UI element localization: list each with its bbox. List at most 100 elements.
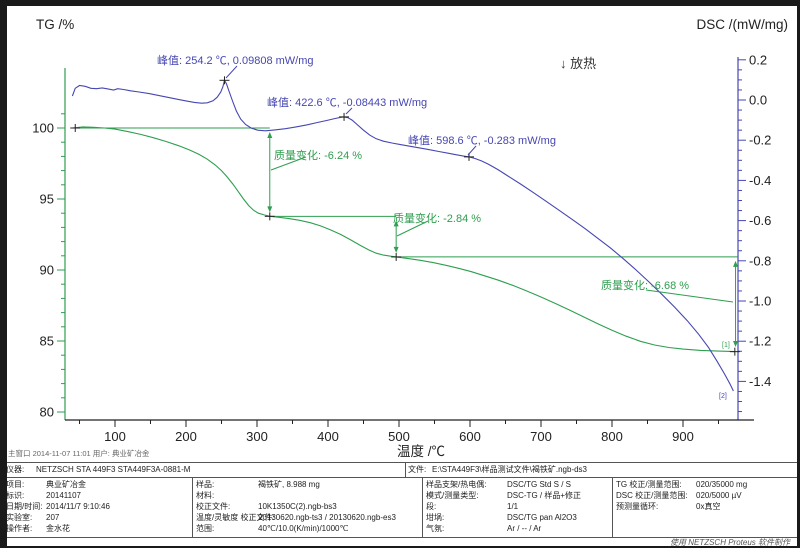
x-tick-label: 200 (175, 429, 197, 444)
x-tick-label: 100 (104, 429, 126, 444)
table-value: 20141107 (46, 491, 81, 500)
table-label: 项目: (6, 480, 25, 489)
table-value: 1/1 (507, 502, 519, 511)
dsc-tick-label: -0.2 (749, 133, 771, 148)
file-value: E:\STA449F3\样品测试文件\褐铁矿.ngb-ds3 (432, 465, 588, 474)
window-border-right (797, 0, 800, 548)
mass2-leader-line (396, 220, 429, 237)
axes-layer: 100 200 300 400 500 600 700 800 900 100 95 90 85 80 0.… (32, 52, 771, 444)
table-value: 020/35000 mg (696, 480, 748, 489)
table-label: 标识: (6, 491, 25, 500)
mass3-leader-line (645, 289, 734, 303)
table-value: DSC/TG pan Al2O3 (507, 513, 577, 522)
mass-arrow-head-up (393, 220, 399, 227)
table-value: Ar / -- / Ar (507, 524, 542, 533)
tg-tick-label: 90 (40, 263, 54, 278)
peak2-annotation: 峰值: 422.6 ℃, -0.08443 mW/mg (267, 96, 427, 109)
x-tick-label: 500 (388, 429, 410, 444)
tg-tick-label: 95 (40, 192, 54, 207)
table-value: 2014/11/7 9:10:46 (46, 502, 110, 511)
table-label: 日期/时间: (6, 502, 43, 511)
dsc-axis-title: DSC /(mW/mg) (697, 17, 789, 32)
x-axis-title: 温度 /℃ (397, 444, 445, 459)
measurement-info-table: 仪器: NETZSCH STA 449F3 STA449F3A-0881-M 文… (2, 462, 798, 538)
file-label: 文件: (408, 465, 427, 474)
table-label: 操作者: (6, 524, 33, 533)
status-line: 主窗口 2014-11-07 11:01 用户: 典业矿冶金 (8, 449, 150, 458)
exo-direction-label: ↓ 放热 (560, 56, 596, 71)
tg-axis-title: TG /% (36, 17, 74, 32)
x-tick-label: 900 (672, 429, 694, 444)
mass-arrow-head-down (733, 340, 739, 347)
table-vdivider-3 (612, 477, 613, 537)
table-value: 典业矿冶金 (46, 480, 86, 489)
table-value: 207 (46, 513, 60, 522)
table-label: 模式/测量类型: (426, 491, 479, 500)
table-label: 样品: (196, 480, 215, 489)
point-markers-layer (70, 76, 740, 356)
mass-arrow-head-down (393, 246, 399, 253)
table-label: 预测量循环: (616, 502, 659, 511)
table-label: TG 校正/测量范围: (616, 480, 682, 489)
mass-change-reference-layer (75, 127, 739, 347)
dsc-tick-label: -0.8 (749, 253, 771, 268)
x-tick-label: 800 (601, 429, 623, 444)
table-label: 坩埚: (426, 513, 445, 522)
dsc-curve-end-label: [2] (719, 393, 727, 400)
mass-arrow-head-down (267, 206, 273, 213)
table-value: DSC/TG Std S / S (507, 480, 572, 489)
software-credit: 使用 NETZSCH Proteus 软件制作 (669, 538, 790, 547)
dsc-tick-label: -1.0 (749, 294, 771, 309)
table-vdivider-file (405, 462, 406, 477)
table-vdivider-2 (422, 477, 423, 537)
mass1-leader-line (270, 156, 307, 171)
table-label: 材料: (196, 491, 215, 500)
tg-curve (72, 126, 735, 353)
dsc-tick-label: 0.0 (749, 93, 767, 108)
table-value: 20130620.ngb-ts3 / 20130620.ngb-es3 (258, 513, 396, 522)
mass-arrow-head-up (733, 260, 739, 267)
table-label: 温度/灵敏度 校正文件: (196, 513, 275, 522)
table-value: DSC-TG / 样品+修正 (507, 491, 582, 500)
window-border-bottom (0, 546, 800, 548)
dsc-tick-label: -1.2 (749, 334, 771, 349)
mass-change3-annotation: 质量变化: -6.68 % (601, 278, 689, 292)
table-label: 实验室: (6, 513, 33, 522)
tg-dsc-chart: 100 200 300 400 500 600 700 800 900 100 95 90 85 80 0.… (32, 17, 789, 459)
table-value: 0x真空 (696, 502, 721, 511)
table-label: 气氛: (426, 524, 445, 533)
peak3-leader-line (467, 145, 477, 156)
table-label: 样品支架/热电偶: (426, 480, 487, 489)
table-label: 段: (426, 502, 437, 511)
mass-change2-annotation: 质量变化: -2.84 % (393, 211, 481, 225)
mass-arrow-head-up (267, 132, 273, 138)
window-border-top (0, 0, 800, 6)
table-border-bottom (2, 537, 798, 538)
mass-change1-annotation: 质量变化: -6.24 % (274, 148, 362, 162)
table-vdivider-1 (192, 477, 193, 537)
dsc-tick-label: -0.4 (749, 173, 771, 188)
table-value: 10K1350C(2).ngb-bs3 (258, 502, 337, 511)
curves-layer (71, 78, 735, 392)
peak2-leader-line (345, 107, 353, 115)
tg-tick-label: 80 (40, 405, 54, 420)
table-label: 校正文件: (196, 502, 231, 511)
instrument-label: 仪器: (6, 465, 25, 474)
x-tick-label: 600 (459, 429, 481, 444)
peak1-leader-line (225, 65, 238, 79)
peak1-annotation: 峰值: 254.2 ℃, 0.09808 mW/mg (157, 54, 314, 67)
x-tick-label: 700 (530, 429, 552, 444)
table-divider-header (2, 477, 798, 478)
dsc-tick-label: 0.2 (749, 52, 767, 67)
table-label: DSC 校正/测量范围: (616, 491, 688, 500)
x-tick-label: 400 (317, 429, 339, 444)
table-value: 褐铁矿, 8.988 mg (258, 480, 320, 489)
table-label: 范围: (196, 524, 215, 533)
dsc-tick-label: -1.4 (749, 374, 771, 389)
tg-curve-end-label: [1] (722, 342, 730, 349)
x-tick-label: 300 (246, 429, 268, 444)
table-value: 020/5000 µV (696, 491, 742, 500)
dsc-curve (71, 78, 734, 392)
table-value: 金水花 (46, 524, 70, 533)
